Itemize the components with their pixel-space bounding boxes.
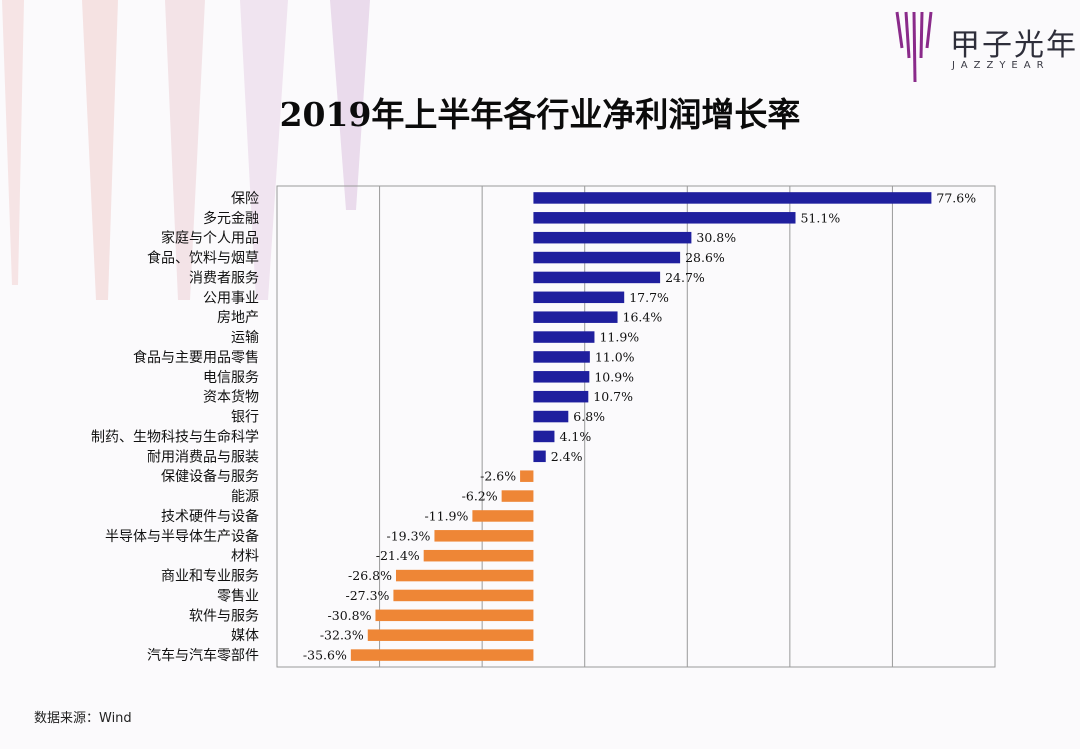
decor-stripe: [240, 0, 288, 300]
bar: [533, 192, 932, 204]
bar: [395, 569, 534, 582]
category-label: 食品与主要用品零售: [133, 349, 259, 366]
data-label: 11.0%: [595, 349, 635, 364]
data-label: -27.3%: [345, 588, 389, 603]
data-label: 77.6%: [936, 190, 976, 205]
decor-stripe: [330, 0, 370, 210]
category-label: 消费者服务: [189, 270, 259, 286]
category-label: 能源: [231, 489, 259, 505]
chart-title: 2019年上半年各行业净利润增长率: [279, 95, 801, 134]
decor-stripe: [82, 0, 118, 300]
data-label: 11.9%: [599, 330, 639, 345]
category-label: 保险: [231, 191, 259, 207]
brand-name-en: JAZZYEAR: [952, 60, 1050, 71]
data-label: 4.1%: [559, 429, 591, 444]
data-label: -19.3%: [387, 528, 431, 543]
bar: [367, 629, 534, 641]
decor-stripe: [2, 0, 24, 285]
category-label: 材料: [231, 549, 259, 565]
category-label: 技术硬件与设备: [161, 508, 259, 525]
data-label: 10.7%: [593, 389, 633, 404]
background-decoration: [2, 0, 370, 300]
bar: [533, 430, 555, 443]
data-label: -11.9%: [424, 508, 468, 523]
category-label: 资本货物: [203, 389, 259, 406]
category-label: 电信服务: [203, 370, 259, 386]
bar: [393, 589, 534, 602]
bar: [533, 311, 618, 323]
category-label: 保健设备与服务: [161, 468, 259, 485]
data-label: 2.4%: [551, 449, 583, 464]
bar: [501, 490, 534, 502]
bar: [533, 212, 796, 224]
bar: [533, 251, 681, 264]
bar: [434, 530, 534, 542]
bar: [533, 331, 595, 343]
bar: [533, 450, 546, 463]
data-label: -35.6%: [303, 648, 347, 663]
data-label: -21.4%: [376, 548, 420, 563]
category-label: 商业和专业服务: [161, 569, 259, 585]
data-label: -6.2%: [462, 489, 498, 504]
bar: [533, 410, 569, 423]
bar: [350, 649, 534, 661]
category-label: 公用事业: [203, 290, 259, 306]
data-label: 10.9%: [594, 369, 634, 384]
logo-mark-icon: [895, 11, 933, 83]
data-label: -26.8%: [348, 568, 392, 583]
bar: [533, 231, 692, 244]
data-label: -2.6%: [480, 469, 516, 484]
bar: [533, 371, 590, 383]
data-label: 24.7%: [665, 270, 705, 285]
category-label: 半导体与半导体生产设备: [105, 528, 259, 545]
category-label: 食品、饮料与烟草: [147, 250, 259, 267]
data-label: -30.8%: [328, 608, 372, 623]
category-label: 耐用消费品与服装: [147, 449, 259, 465]
bar: [533, 351, 590, 363]
bar: [533, 291, 625, 304]
data-label: 51.1%: [800, 210, 840, 225]
data-label: 28.6%: [685, 250, 725, 265]
bar: [375, 609, 534, 622]
category-label: 制药、生物科技与生命科学: [91, 428, 259, 445]
brand-logo: 甲子光年 JAZZYEAR: [888, 8, 1076, 88]
category-label: 银行: [231, 410, 259, 426]
brand-name-cn: 甲子光年: [950, 28, 1078, 63]
plot-frame: [276, 185, 996, 668]
bar: [423, 549, 534, 562]
category-label: 媒体: [231, 628, 259, 644]
data-label: 16.4%: [623, 310, 663, 325]
bar: [520, 470, 534, 482]
data-source-note: 数据来源：Wind: [34, 711, 132, 726]
category-label: 家庭与个人用品: [161, 230, 259, 247]
data-label: -32.3%: [320, 628, 364, 643]
category-label: 软件与服务: [189, 608, 259, 624]
bar: [533, 271, 661, 284]
category-label: 房地产: [217, 310, 259, 326]
category-label: 零售业: [217, 588, 259, 604]
decor-stripe: [165, 0, 205, 300]
data-label: 17.7%: [629, 290, 669, 305]
bar: [533, 390, 589, 403]
data-label: 6.8%: [573, 409, 605, 424]
bar: [472, 510, 534, 522]
category-label: 运输: [231, 330, 259, 346]
data-label: 30.8%: [696, 230, 736, 245]
category-label: 汽车与汽车零部件: [147, 647, 259, 664]
category-label: 多元金融: [203, 210, 259, 227]
